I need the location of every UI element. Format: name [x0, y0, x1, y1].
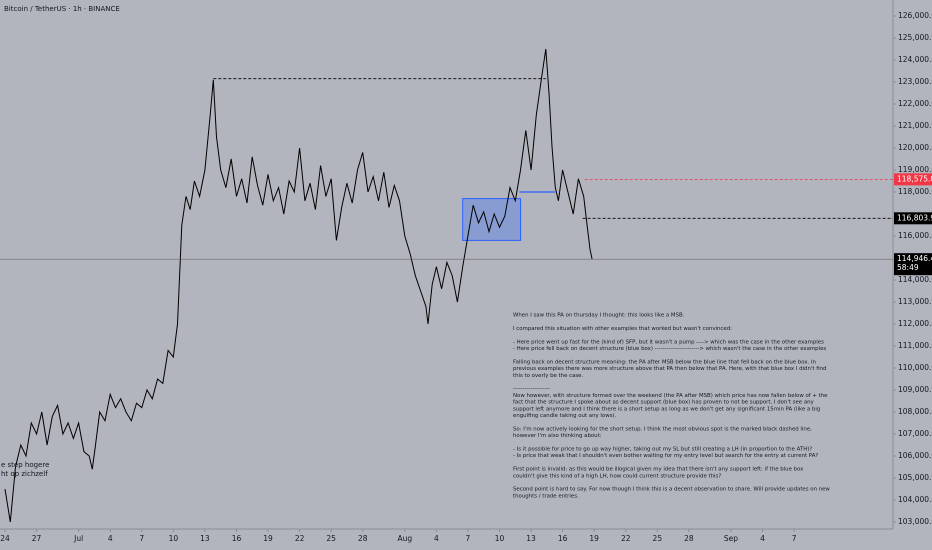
note-line: fact that the structure I spoke about as…	[513, 400, 815, 406]
y-tick-label: 111,000.00	[898, 341, 932, 350]
chart-title: Bitcoin / TetherUS · 1h · BINANCE	[4, 5, 120, 13]
x-tick-label: 25	[653, 534, 663, 543]
note-line: previous examples there was more structu…	[513, 366, 826, 372]
x-tick-label: 22	[621, 534, 631, 543]
y-tick-label: 112,000.00	[898, 319, 932, 328]
note-line: Now however, with structure formed over …	[513, 393, 828, 399]
y-tick-label: 123,000.00	[898, 77, 932, 86]
x-tick-label: 19	[589, 534, 599, 543]
note-line: Second point is hard to say. For now tho…	[513, 487, 830, 493]
note-line: this to overly be the case.	[513, 373, 584, 379]
note-line: First point is invalid: as this would be…	[513, 467, 804, 473]
x-tick-label: 24	[0, 534, 10, 543]
note-left: ht op zichzelf	[1, 470, 48, 478]
x-tick-label: 7	[139, 534, 144, 543]
note-line: - Is it possible for price to go up way …	[513, 447, 812, 453]
note-line: Falling back on decent structure meaning…	[513, 359, 816, 365]
y-tick-label: 105,000.00	[898, 473, 932, 482]
y-tick-label: 109,000.00	[898, 385, 932, 394]
note-line: When I saw this PA on thursday I thought…	[513, 313, 685, 319]
x-tick-label: 4	[434, 534, 439, 543]
note-line: -------------------	[513, 386, 550, 392]
note-line: support left anymore and I think there i…	[513, 406, 820, 412]
x-tick-label: Jul	[73, 534, 83, 543]
price-label: 118,575.00	[897, 174, 932, 183]
note-left: e step hogere	[1, 461, 49, 469]
x-tick-label: 16	[232, 534, 242, 543]
price-label-box	[894, 253, 932, 276]
x-tick-label: 4	[108, 534, 113, 543]
x-tick-label: 16	[558, 534, 568, 543]
note-line: I compared this situation with other exa…	[513, 326, 732, 332]
note-line: however I'm also thinking about:	[513, 433, 602, 439]
y-tick-label: 104,000.00	[898, 495, 932, 504]
x-tick-label: 4	[760, 534, 765, 543]
note-line: thoughts / trade entries.	[513, 493, 579, 499]
note-line: - Is price that weak that I shouldn't ev…	[513, 453, 818, 459]
note-line: couldn't give this kind of a high LH, ho…	[513, 473, 721, 479]
x-tick-label: 13	[200, 534, 210, 543]
x-tick-label: 7	[792, 534, 797, 543]
note-line: So: I'm now actively looking for the sho…	[513, 426, 812, 432]
x-tick-label: 7	[466, 534, 471, 543]
y-tick-label: 113,000.00	[898, 297, 932, 306]
x-tick-label: Aug	[397, 534, 412, 543]
y-tick-label: 118,000.00	[898, 187, 932, 196]
y-tick-label: 106,000.00	[898, 451, 932, 460]
note-line: - Here price fell back on decent structu…	[513, 346, 826, 352]
note-line: engulfing candle taking out any lows).	[513, 413, 617, 419]
y-tick-label: 103,000.00	[898, 517, 932, 526]
x-tick-label: 19	[263, 534, 273, 543]
x-tick-label: 22	[295, 534, 305, 543]
y-tick-label: 108,000.00	[898, 407, 932, 416]
x-tick-label: 10	[495, 534, 505, 543]
y-tick-label: 116,000.00	[898, 231, 932, 240]
x-tick-label: Sep	[724, 534, 738, 543]
price-label-box	[894, 173, 932, 186]
price-line	[4, 48, 593, 523]
x-tick-label: 28	[684, 534, 694, 543]
x-tick-label: 25	[326, 534, 336, 543]
x-tick-label: 10	[169, 534, 179, 543]
price-label: 116,803.99	[897, 213, 932, 222]
y-tick-label: 107,000.00	[898, 429, 932, 438]
countdown: 58:49	[897, 263, 919, 272]
x-tick-label: 27	[32, 534, 42, 543]
y-tick-label: 120,000.00	[898, 143, 932, 152]
structure-box	[462, 198, 522, 241]
note-line: - Here price went up fast for the (kind …	[513, 339, 824, 345]
price-label-box	[894, 212, 932, 225]
y-tick-label: 124,000.00	[898, 55, 932, 64]
y-tick-label: 125,000.00	[898, 33, 932, 42]
y-tick-label: 126,000.00	[898, 11, 932, 20]
y-tick-label: 110,000.00	[898, 363, 932, 372]
y-tick-label: 114,000.00	[898, 275, 932, 284]
y-tick-label: 121,000.00	[898, 121, 932, 130]
x-tick-label: 28	[358, 534, 368, 543]
y-tick-label: 119,000.00	[898, 165, 932, 174]
y-tick-label: 122,000.00	[898, 99, 932, 108]
x-tick-label: 13	[526, 534, 536, 543]
price-label: 114,946.49	[897, 254, 932, 263]
